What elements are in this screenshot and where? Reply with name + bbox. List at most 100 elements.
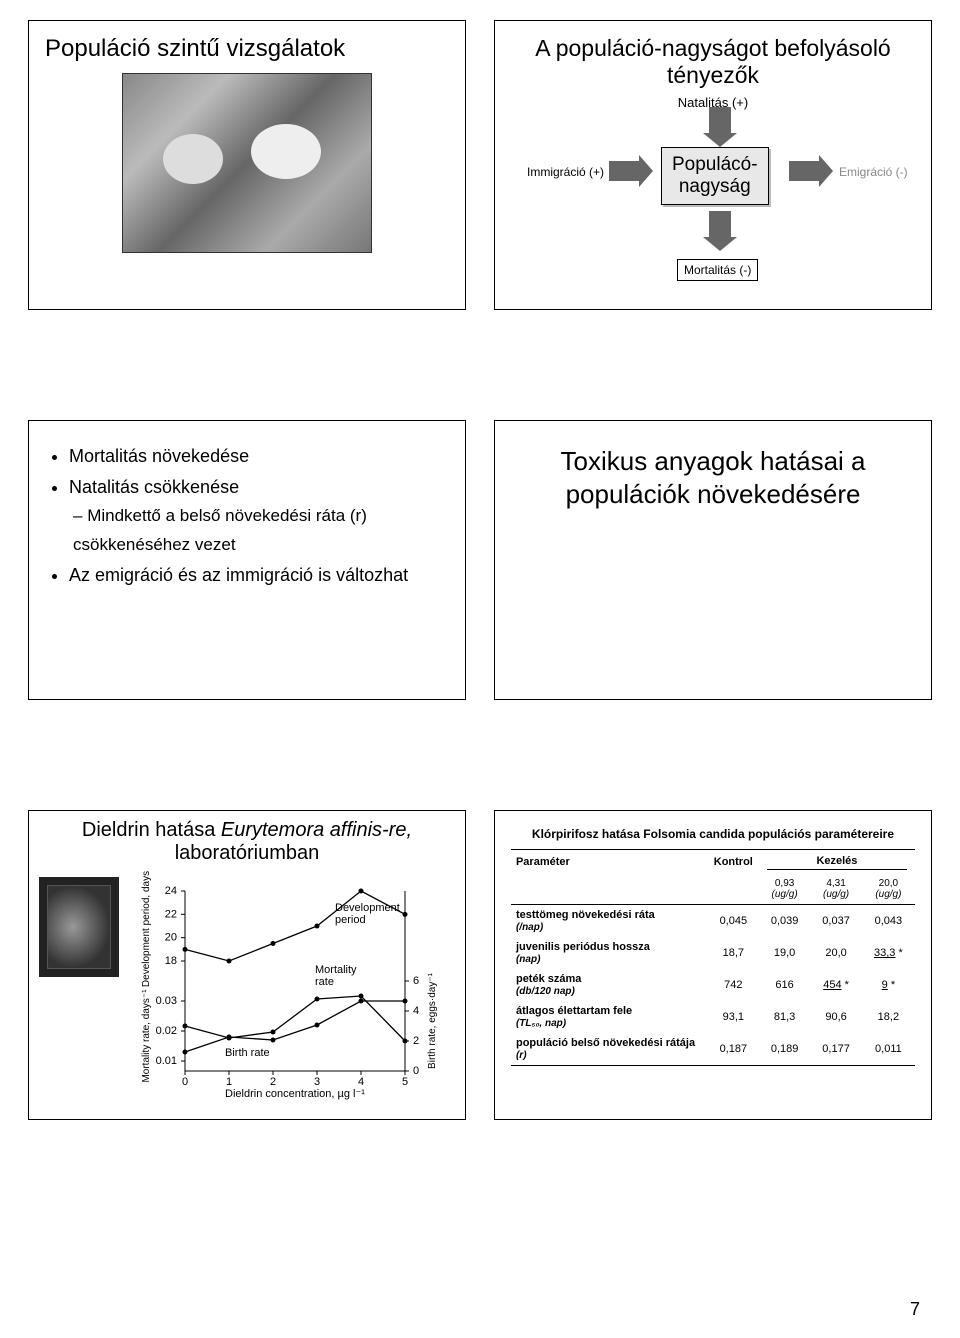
data-cell: 20,0	[810, 937, 861, 969]
chart-title-post: laboratóriumban	[175, 842, 320, 864]
svg-text:22: 22	[165, 908, 177, 920]
specimen-image	[39, 877, 119, 977]
bullet-2: Natalitás csökkenése	[69, 472, 447, 503]
center-box: Populácó- nagyság	[661, 147, 769, 205]
panel-flow: A populáció-nagyságot befolyásoló tényez…	[494, 20, 932, 310]
svg-text:0: 0	[413, 1065, 419, 1077]
data-cell: 90,6	[810, 1001, 861, 1033]
flow-title: A populáció-nagyságot befolyásoló tényez…	[511, 35, 915, 89]
dose-2: 20,0	[879, 878, 898, 889]
bullets: Mortalitás növekedése Natalitás csökkené…	[45, 435, 449, 597]
th-ctrl: Kontrol	[708, 851, 759, 874]
svg-text:24: 24	[165, 885, 177, 897]
panel-bigtext: Toxikus anyagok hatásai a populációk növ…	[494, 420, 932, 700]
svg-text:18: 18	[165, 955, 177, 967]
data-cell: 0,037	[810, 905, 861, 937]
bigtext: Toxikus anyagok hatásai a populációk növ…	[511, 435, 915, 510]
legend-dev2: period	[335, 914, 366, 926]
data-cell: 18,7	[708, 937, 759, 969]
data-cell: 33,3 *	[862, 937, 915, 969]
y-right-label: Birth rate, eggs·day⁻¹	[427, 972, 438, 1069]
table-body: testtömeg növekedési ráta(/nap)0,0450,03…	[511, 905, 915, 1066]
svg-text:0: 0	[182, 1076, 188, 1088]
data-cell: 18,2	[862, 1001, 915, 1033]
svg-text:20: 20	[165, 932, 177, 944]
legend-mort2: rate	[315, 976, 334, 988]
data-cell: 0,011	[862, 1033, 915, 1066]
legend-birth: Birth rate	[225, 1047, 270, 1059]
data-cell: 0,045	[708, 905, 759, 937]
svg-text:2: 2	[270, 1076, 276, 1088]
panel-chart: Dieldrin hatása Eurytemora affinis-re, l…	[28, 810, 466, 1120]
center-line1: Populácó-	[672, 154, 758, 175]
dose-u0: (ug/g)	[772, 889, 798, 900]
x-axis-label: Dieldrin concentration, µg l⁻¹	[225, 1088, 365, 1100]
mortalitas-box: Mortalitás (-)	[677, 259, 758, 281]
arrow-natalitas	[709, 107, 731, 135]
chart-title: Dieldrin hatása Eurytemora affinis-re, l…	[39, 819, 455, 865]
chart-title-ital: Eurytemora affinis-re,	[221, 819, 412, 841]
svg-text:0.01: 0.01	[156, 1055, 177, 1067]
legend-mort: Mortality	[315, 964, 357, 976]
data-cell: 93,1	[708, 1001, 759, 1033]
chart-title-pre: Dieldrin hatása	[82, 819, 221, 841]
title-left: Populáció szintű vizsgálatok	[45, 35, 449, 63]
center-line2: nagyság	[679, 176, 751, 197]
y-left-top-label: Development period, days	[141, 871, 152, 987]
bullet-1: Mortalitás növekedése	[69, 441, 447, 472]
data-cell: 0,043	[862, 905, 915, 937]
row-2: Mortalitás növekedése Natalitás csökkené…	[28, 420, 932, 700]
row-3: Dieldrin hatása Eurytemora affinis-re, l…	[28, 810, 932, 1120]
svg-text:6: 6	[413, 975, 419, 987]
table-title: Klórpirifosz hatása Folsomia candida pop…	[511, 827, 915, 841]
emigracio-label: Emigráció (-)	[837, 165, 910, 179]
panel-bullets: Mortalitás növekedése Natalitás csökkené…	[28, 420, 466, 700]
panel-dogs: Populáció szintű vizsgálatok	[28, 20, 466, 310]
svg-text:3: 3	[314, 1076, 320, 1088]
param-cell: átlagos élettartam fele(TL₅₀, nap)	[511, 1001, 708, 1033]
data-cell: 454 *	[810, 969, 861, 1001]
data-cell: 0,177	[810, 1033, 861, 1066]
data-cell: 742	[708, 969, 759, 1001]
page-number: 7	[910, 1299, 920, 1320]
svg-text:4: 4	[358, 1076, 364, 1088]
dose-1: 4,31	[826, 878, 845, 889]
immigracio-label: Immigráció (+)	[525, 165, 606, 179]
svg-text:1: 1	[226, 1076, 232, 1088]
chart-wrap: 0 1 2 3 4 5 Dieldrin concentration, µg l⁻¹ 18…	[39, 871, 455, 1111]
bullet-2a: Mindkettő a belső növekedési ráta (r) cs…	[73, 502, 447, 560]
line-chart: 0 1 2 3 4 5 Dieldrin concentration, µg l⁻¹ 18…	[125, 871, 445, 1111]
arrow-mortalitas	[709, 211, 731, 239]
th-param: Paraméter	[511, 851, 708, 874]
arrow-emigracio	[789, 161, 821, 181]
dogs-image	[122, 73, 372, 253]
data-cell: 81,3	[759, 1001, 810, 1033]
flow-diagram: A populáció-nagyságot befolyásoló tényez…	[511, 35, 915, 295]
data-cell: 0,187	[708, 1033, 759, 1066]
dose-0: 0,93	[775, 878, 794, 889]
bullet-3: Az emigráció és az immigráció is változh…	[69, 560, 447, 591]
dose-u1: (ug/g)	[823, 889, 849, 900]
data-cell: 0,189	[759, 1033, 810, 1066]
svg-text:0.02: 0.02	[156, 1025, 177, 1037]
panel-table: Klórpirifosz hatása Folsomia candida pop…	[494, 810, 932, 1120]
data-cell: 616	[759, 969, 810, 1001]
legend-dev: Development	[335, 902, 400, 914]
param-cell: juvenilis periódus hossza(nap)	[511, 937, 708, 969]
svg-text:5: 5	[402, 1076, 408, 1088]
y-left-bot-label: Mortality rate, days⁻¹	[141, 989, 152, 1083]
data-table: Paraméter Kontrol Kezelés 0,93(ug/g) 4,3…	[511, 849, 915, 1067]
data-cell: 9 *	[862, 969, 915, 1001]
row-1: Populáció szintű vizsgálatok A populáció…	[28, 20, 932, 310]
data-cell: 0,039	[759, 905, 810, 937]
param-cell: testtömeg növekedési ráta(/nap)	[511, 905, 708, 937]
param-cell: peték száma(db/120 nap)	[511, 969, 708, 1001]
param-cell: populáció belső növekedési rátája(r)	[511, 1033, 708, 1066]
data-cell: 19,0	[759, 937, 810, 969]
th-treat: Kezelés	[759, 851, 915, 874]
dose-u2: (ug/g)	[875, 889, 901, 900]
svg-text:4: 4	[413, 1005, 419, 1017]
svg-text:0.03: 0.03	[156, 995, 177, 1007]
svg-text:2: 2	[413, 1035, 419, 1047]
arrow-immigracio	[609, 161, 641, 181]
